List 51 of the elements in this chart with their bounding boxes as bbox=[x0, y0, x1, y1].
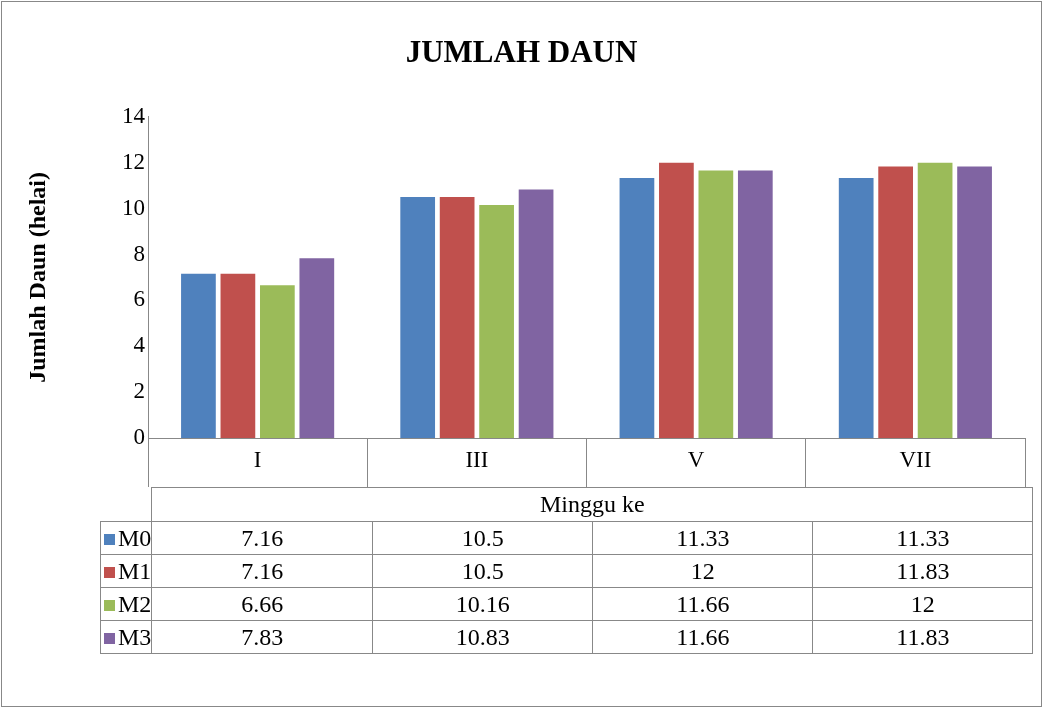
bar bbox=[220, 273, 256, 438]
y-tick-label: 8 bbox=[133, 240, 145, 266]
x-tick-label: VII bbox=[899, 446, 932, 472]
y-tick-label: 10 bbox=[122, 194, 145, 220]
data-label: 10.5 bbox=[372, 554, 593, 588]
y-tick-label: 0 bbox=[133, 424, 145, 450]
data-label: 7.16 bbox=[151, 554, 373, 588]
data-label: 7.83 bbox=[151, 620, 373, 654]
bar bbox=[659, 162, 694, 438]
bar bbox=[400, 197, 436, 438]
data-label: 11.33 bbox=[592, 521, 813, 555]
bar bbox=[917, 162, 953, 438]
bar bbox=[878, 166, 914, 438]
bar bbox=[259, 285, 295, 438]
data-label: 11.33 bbox=[812, 521, 1033, 555]
data-label: 11.66 bbox=[592, 620, 813, 654]
data-label: 10.16 bbox=[372, 587, 593, 621]
bar bbox=[737, 170, 773, 438]
x-axis-title: Minggu ke bbox=[151, 487, 1033, 522]
data-label: 12 bbox=[592, 554, 813, 588]
bar bbox=[299, 258, 335, 438]
data-label: 10.83 bbox=[372, 620, 593, 654]
data-label: 12 bbox=[812, 587, 1033, 621]
data-label: 6.66 bbox=[151, 587, 373, 621]
bar bbox=[439, 197, 475, 438]
y-tick-label: 12 bbox=[122, 148, 145, 174]
bar bbox=[619, 178, 655, 438]
data-label: 7.16 bbox=[151, 521, 373, 555]
legend-label: M2 bbox=[100, 587, 152, 621]
bar bbox=[479, 204, 514, 438]
data-label: 11.83 bbox=[812, 620, 1033, 654]
bar bbox=[518, 189, 554, 438]
legend-label: M1 bbox=[100, 554, 152, 588]
y-tick-label: 4 bbox=[133, 332, 146, 358]
data-label: 11.66 bbox=[592, 587, 813, 621]
bar bbox=[838, 178, 874, 438]
x-tick-label: I bbox=[253, 446, 262, 472]
y-tick-label: 14 bbox=[122, 102, 146, 128]
y-axis-title: Jumlah Daun (helai) bbox=[23, 172, 50, 383]
data-label: 11.83 bbox=[812, 554, 1033, 588]
y-tick-label: 2 bbox=[133, 378, 145, 404]
data-label: 10.5 bbox=[372, 521, 593, 555]
legend-label: M3 bbox=[100, 620, 152, 654]
bar bbox=[957, 166, 992, 438]
y-tick-label: 6 bbox=[133, 286, 145, 312]
chart-title: JUMLAH DAUN bbox=[404, 34, 639, 70]
bar bbox=[698, 170, 734, 438]
legend-label: M0 bbox=[100, 521, 152, 555]
x-tick-label: V bbox=[687, 446, 705, 472]
bar bbox=[181, 273, 216, 438]
x-tick-label: III bbox=[465, 446, 489, 472]
